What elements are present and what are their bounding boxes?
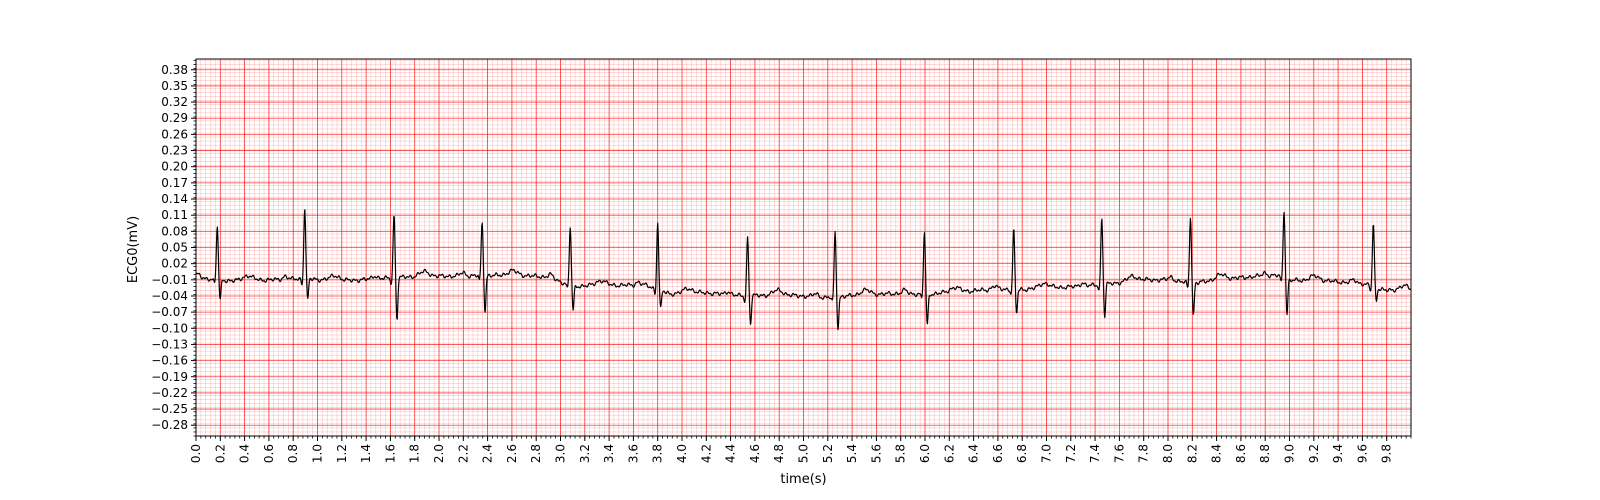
x-tick-label: 6.6	[991, 444, 1005, 463]
x-tick-label: 5.8	[894, 444, 908, 463]
y-tick-label: −0.10	[151, 321, 188, 335]
x-tick-label: 9.0	[1283, 444, 1297, 463]
x-tick-label: 5.0	[797, 444, 811, 463]
y-tick-label: −0.28	[151, 418, 188, 432]
x-tick-label: 4.0	[675, 444, 689, 463]
x-tick-label: 3.2	[578, 444, 592, 463]
x-tick-label: 7.4	[1088, 444, 1102, 463]
y-tick-label: −0.01	[151, 273, 188, 287]
x-tick-label: 1.6	[383, 444, 397, 463]
y-tick-label: 0.08	[161, 224, 188, 238]
x-tick-label: 6.4	[967, 444, 981, 463]
x-tick-label: 6.0	[918, 444, 932, 463]
x-tick-label: 7.2	[1064, 444, 1078, 463]
y-tick-label: 0.29	[161, 111, 188, 125]
x-tick-label: 5.2	[821, 444, 835, 463]
y-tick-label: 0.38	[161, 63, 188, 77]
x-tick-label: 2.0	[432, 444, 446, 463]
x-tick-label: 9.6	[1355, 444, 1369, 463]
y-tick-label: 0.17	[161, 176, 188, 190]
y-tick-label: −0.04	[151, 289, 188, 303]
x-tick-label: 0.0	[189, 444, 203, 463]
x-tick-label: 8.4	[1210, 444, 1224, 463]
x-tick-label: 5.6	[869, 444, 883, 463]
x-tick-label: 8.0	[1161, 444, 1175, 463]
y-tick-label: 0.32	[161, 95, 188, 109]
x-tick-label: 2.6	[505, 444, 519, 463]
x-tick-label: 1.8	[408, 444, 422, 463]
x-tick-label: 6.2	[942, 444, 956, 463]
y-tick-label: 0.23	[161, 144, 188, 158]
x-tick-label: 7.8	[1137, 444, 1151, 463]
x-tick-label: 8.8	[1258, 444, 1272, 463]
y-tick-label: −0.25	[151, 402, 188, 416]
x-tick-label: 9.8	[1380, 444, 1394, 463]
y-tick-label: 0.14	[161, 192, 188, 206]
y-tick-label: −0.19	[151, 370, 188, 384]
y-axis-label: ECG0(mV)	[126, 216, 141, 283]
x-tick-label: 2.8	[529, 444, 543, 463]
x-tick-label: 4.4	[724, 444, 738, 463]
ecg-series	[195, 209, 1412, 331]
x-tick-label: 8.2	[1185, 444, 1199, 463]
x-tick-label: 7.0	[1040, 444, 1054, 463]
y-tick-label: −0.07	[151, 305, 188, 319]
x-tick-label: 6.8	[1015, 444, 1029, 463]
x-tick-label: 4.8	[772, 444, 786, 463]
x-tick-label: 3.4	[602, 444, 616, 463]
x-tick-label: 4.2	[699, 444, 713, 463]
x-tick-label: 5.4	[845, 444, 859, 463]
y-tick-label: 0.20	[161, 160, 188, 174]
x-tick-label: 1.2	[335, 444, 349, 463]
y-tick-label: −0.16	[151, 354, 188, 368]
y-tick-label: 0.11	[161, 208, 188, 222]
x-tick-label: 9.4	[1331, 444, 1345, 463]
x-tick-label: 7.6	[1112, 444, 1126, 463]
x-axis: 0.0 0.2 0.4 0.6 0.8 1.0 1.2 1.4 1.6 1.8 2.0 2.2 2.4 2…	[189, 436, 1412, 463]
x-axis-label: time(s)	[780, 472, 826, 487]
y-tick-label: −0.22	[151, 386, 188, 400]
x-tick-label: 0.4	[238, 444, 252, 463]
x-tick-label: 2.4	[481, 444, 495, 463]
x-tick-label: 3.0	[554, 444, 568, 463]
ecg-trace	[195, 209, 1412, 331]
major-grid	[195, 59, 1412, 436]
y-tick-label: 0.05	[161, 241, 188, 255]
y-tick-label: −0.13	[151, 337, 188, 351]
x-tick-label: 3.8	[651, 444, 665, 463]
x-tick-label: 8.6	[1234, 444, 1248, 463]
y-tick-label: 0.02	[161, 257, 188, 271]
y-tick-label: 0.35	[161, 79, 188, 93]
y-tick-label: 0.26	[161, 127, 188, 141]
x-tick-label: 0.6	[262, 444, 276, 463]
x-tick-label: 4.6	[748, 444, 762, 463]
y-axis: 0.38 0.35 0.32 0.29 0.26 0.23 0.20 0.17 0.14 0.11…	[151, 59, 196, 437]
x-tick-label: 0.8	[286, 444, 300, 463]
x-tick-label: 0.2	[213, 444, 227, 463]
x-tick-label: 9.2	[1307, 444, 1321, 463]
x-tick-label: 3.6	[626, 444, 640, 463]
x-tick-label: 1.0	[311, 444, 325, 463]
x-tick-label: 1.4	[359, 444, 373, 463]
x-tick-label: 2.2	[456, 444, 470, 463]
